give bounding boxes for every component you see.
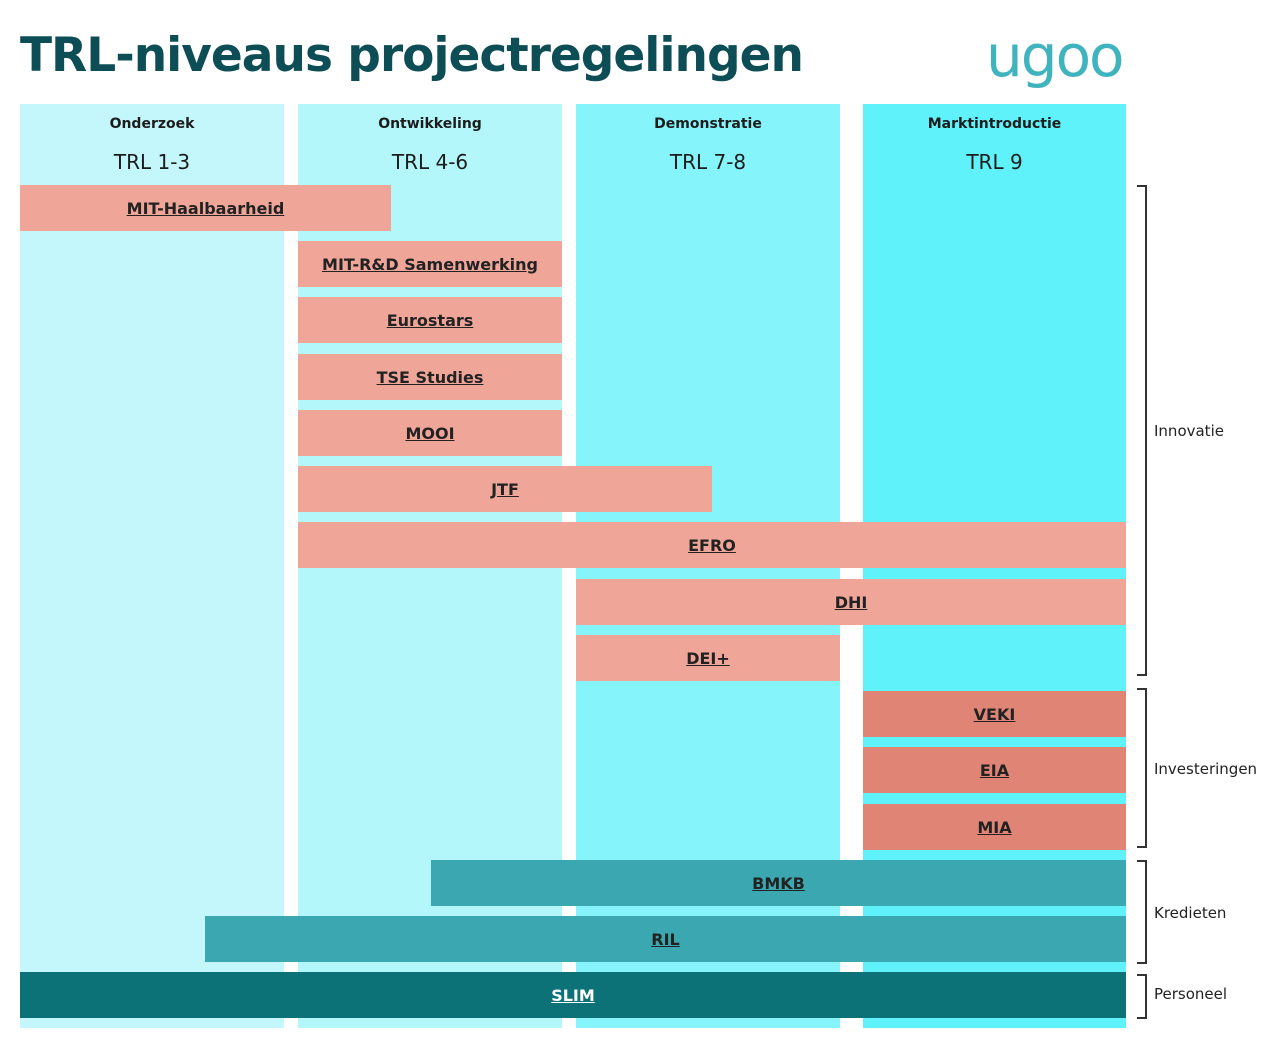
column-trl: TRL 7-8 [669, 150, 747, 174]
scheme-link[interactable]: EIA [979, 760, 1010, 780]
column-title: Demonstratie [654, 116, 762, 132]
bar-mooi: MOOI [298, 410, 562, 456]
column-trl: TRL 9 [966, 150, 1023, 174]
scheme-link[interactable]: VEKI [973, 704, 1016, 724]
group-label-innovatie: Innovatie [1154, 422, 1224, 440]
bar-mia: MIA [863, 804, 1126, 850]
bar-tse-studies: TSE Studies [298, 354, 562, 400]
scheme-link[interactable]: EFRO [688, 535, 736, 555]
scheme-link[interactable]: MIT-Haalbaarheid [126, 198, 285, 218]
group-label-kredieten: Kredieten [1154, 904, 1227, 922]
scheme-link[interactable]: DHI [834, 592, 868, 612]
column-trl: TRL 4-6 [391, 150, 469, 174]
bar-mit-rd-samenwerking: MIT-R&D Samenwerking [298, 241, 562, 287]
page-title: TRL-niveaus projectregelingen [20, 28, 804, 83]
scheme-link[interactable]: JTF [491, 479, 519, 499]
column-title: Ontwikkeling [378, 116, 482, 132]
bracket-kredieten [1137, 860, 1147, 964]
scheme-link[interactable]: MIA [977, 817, 1012, 837]
bar-efro: EFRO [298, 522, 1126, 568]
bar-eurostars: Eurostars [298, 297, 562, 343]
bar-veki: VEKI [863, 691, 1126, 737]
scheme-link[interactable]: MOOI [405, 423, 455, 443]
group-label-personeel: Personeel [1154, 985, 1228, 1003]
scheme-link[interactable]: TSE Studies [376, 367, 484, 387]
bar-slim: SLIM [20, 972, 1126, 1018]
bracket-investeringen [1137, 688, 1147, 848]
bar-bmkb: BMKB [431, 860, 1126, 906]
column-onderzoek: Onderzoek TRL 1-3 [20, 104, 284, 1028]
column-title: Onderzoek [109, 116, 195, 132]
bar-dhi: DHI [576, 579, 1126, 625]
ugoo-logo: ugoo [986, 22, 1125, 90]
bar-mit-haalbaarheid: MIT-Haalbaarheid [20, 185, 391, 231]
bar-eia: EIA [863, 747, 1126, 793]
bracket-personeel [1137, 974, 1147, 1019]
column-trl: TRL 1-3 [113, 150, 191, 174]
scheme-link[interactable]: BMKB [752, 873, 805, 893]
scheme-link[interactable]: DEI+ [686, 648, 730, 668]
scheme-link[interactable]: SLIM [551, 985, 595, 1005]
bracket-innovatie [1137, 185, 1147, 676]
scheme-link[interactable]: MIT-R&D Samenwerking [322, 254, 538, 274]
scheme-link[interactable]: Eurostars [386, 310, 474, 330]
scheme-link[interactable]: RIL [651, 929, 680, 949]
bar-jtf: JTF [298, 466, 712, 512]
column-title: Marktintroductie [927, 116, 1062, 132]
group-label-investeringen: Investeringen [1154, 760, 1258, 778]
bar-ril: RIL [205, 916, 1126, 962]
bar-dei-plus: DEI+ [576, 635, 840, 681]
